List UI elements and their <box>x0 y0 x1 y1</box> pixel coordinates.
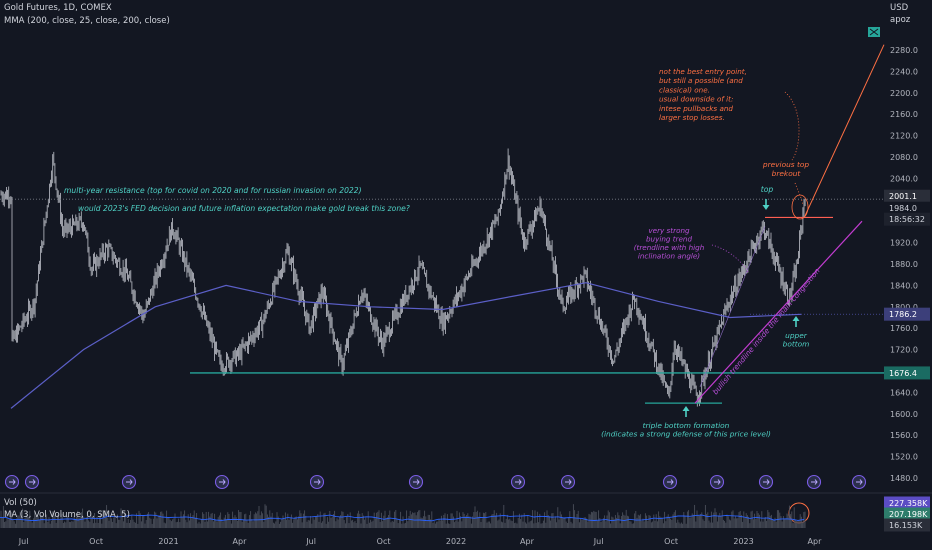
annotation-entry: not the best entry point, <box>659 67 747 76</box>
annotation-upper-bottom: upper <box>785 331 808 340</box>
x-tick-label: Jul <box>593 537 604 546</box>
y-tick-label: 2280.0 <box>890 46 918 55</box>
annotation-triple-bottom: triple bottom formation <box>643 421 730 430</box>
annotation-triple-bottom: (indicates a strong defense of this pric… <box>601 430 771 439</box>
x-tick-label: Apr <box>808 537 823 546</box>
event-arrow-icon <box>811 479 818 485</box>
flag-icon-mark <box>869 28 879 36</box>
event-arrow-icon <box>667 479 674 485</box>
countdown-tag <box>884 212 930 226</box>
ma-price-tag <box>884 307 930 321</box>
y-tick-label: 1520.0 <box>890 453 918 462</box>
annotation-entry: larger stop losses. <box>659 113 725 122</box>
event-arrow-icon <box>413 479 420 485</box>
volume-tag-text: 227.358K <box>889 499 928 508</box>
event-arrow-icon <box>9 479 16 485</box>
x-tick-label: Apr <box>233 537 248 546</box>
volume-low-tag-text: 16.153K <box>889 521 923 530</box>
y-tick-label: 2080.0 <box>890 153 918 162</box>
currency-label: USD <box>890 3 909 13</box>
annotation-question: would 2023's FED decision and future inf… <box>78 204 410 213</box>
x-tick-label: 2022 <box>446 537 466 546</box>
trend-guide <box>699 226 766 388</box>
countdown-tag-text: 18:56:32 <box>889 215 925 224</box>
annotation-buying-trend: buying trend <box>646 235 693 244</box>
volume-low-tag <box>884 518 930 532</box>
x-tick-label: 2023 <box>733 537 753 546</box>
last-price-tag-text: 2001.1 <box>889 192 917 201</box>
support-price-tag <box>884 366 930 380</box>
event-arrow-icon <box>314 479 321 485</box>
x-tick-label: Jul <box>18 537 29 546</box>
event-arrow-icon <box>515 479 522 485</box>
y-tick-label: 1560.0 <box>890 431 918 440</box>
event-arrow-icon <box>565 479 572 485</box>
event-arrow-icon <box>126 479 133 485</box>
x-tick-label: 2021 <box>158 537 178 546</box>
annotation-entry: but still a possible (and <box>659 76 743 85</box>
annotation-buying-trend: (trendline with high <box>634 243 705 252</box>
indicator-label: MMA (200, close, 25, close, 200, close) <box>4 16 170 26</box>
upper-bottom-arrow-head <box>792 316 800 321</box>
volume-label: Vol (50) <box>4 498 37 508</box>
last-price-tag <box>884 189 930 203</box>
breakout-circle <box>791 194 809 220</box>
event-arrow-icon <box>219 479 226 485</box>
annotation-buying-trend: inclination angle) <box>638 252 700 261</box>
support-price-tag-text: 1676.4 <box>889 369 917 378</box>
close-price-tag-text: 1984.0 <box>889 204 917 213</box>
y-tick-label: 1880.0 <box>890 260 918 269</box>
annotation-upper-bottom: bottom <box>783 340 810 349</box>
x-tick-label: Oct <box>89 537 103 546</box>
symbol-title: Gold Futures, 1D, COMEX <box>4 3 112 13</box>
volume-ma-line <box>0 514 805 522</box>
y-tick-label: 1920.0 <box>890 239 918 248</box>
annotation-buying-trend: very strong <box>648 226 690 235</box>
x-tick-label: Jul <box>305 537 316 546</box>
event-arrow-icon <box>856 479 863 485</box>
volume-ma-tag <box>884 507 930 521</box>
x-tick-label: Oct <box>377 537 391 546</box>
projection-line <box>804 44 885 217</box>
y-tick-label: 2240.0 <box>890 67 918 76</box>
bullish-trendline <box>694 220 863 404</box>
annotation-top: top <box>761 185 774 194</box>
annotation-entry: intese pullbacks and <box>659 104 733 113</box>
y-tick-label: 1480.0 <box>890 474 918 483</box>
author-label: apoz <box>890 15 911 25</box>
y-tick-label: 1640.0 <box>890 388 918 397</box>
event-arrow-icon <box>714 479 721 485</box>
y-tick-label: 1760.0 <box>890 324 918 333</box>
x-tick-label: Oct <box>664 537 678 546</box>
event-arrow-icon <box>29 479 36 485</box>
top-arrow-head <box>762 205 770 210</box>
volume-tag <box>884 496 930 510</box>
y-tick-label: 1600.0 <box>890 410 918 419</box>
y-tick-label: 1840.0 <box>890 281 918 290</box>
y-tick-label: 1720.0 <box>890 346 918 355</box>
volume-ma-tag-text: 207.198K <box>889 510 928 519</box>
triple-bottom-arrow-head <box>682 406 690 411</box>
y-tick-label: 1800.0 <box>890 303 918 312</box>
trend-curve-arrow <box>711 244 749 273</box>
annotation-resistance: multi-year resistance (top for covid on … <box>64 186 362 195</box>
y-tick-label: 2120.0 <box>890 132 918 141</box>
annotation-entry: classical) one. <box>659 85 710 94</box>
annotation-previous-top: brekout <box>772 169 802 178</box>
volume-ma-label: MA (3, Vol Volume, 0, SMA, 5) <box>4 510 130 520</box>
y-tick-label: 2200.0 <box>890 89 918 98</box>
ma-200-line <box>10 282 802 409</box>
annotation-previous-top: previous top <box>762 160 810 169</box>
ma-price-tag-text: 1786.2 <box>889 310 917 319</box>
event-arrow-icon <box>763 479 770 485</box>
x-tick-label: Apr <box>520 537 535 546</box>
close-price-tag <box>884 201 930 215</box>
annotation-entry: usual downside of it: <box>659 95 733 104</box>
y-tick-label: 2040.0 <box>890 174 918 183</box>
y-tick-label: 2160.0 <box>890 110 918 119</box>
